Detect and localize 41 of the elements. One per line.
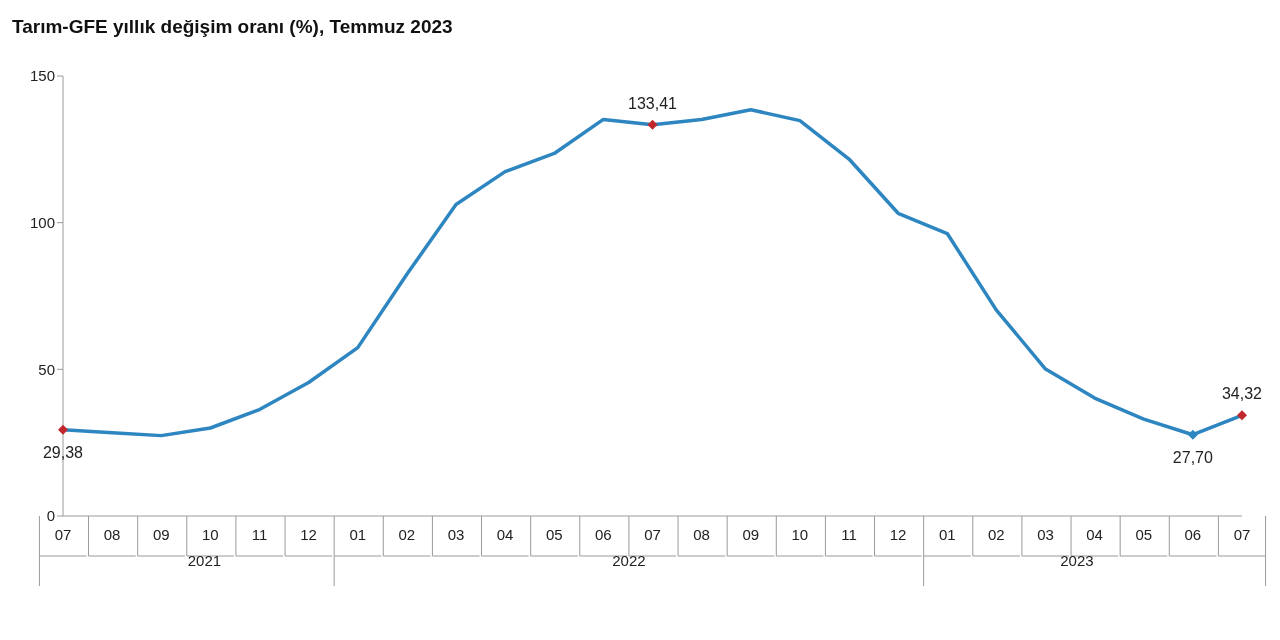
- text: 2023: [1059, 552, 1095, 569]
- x-tick-label: 03: [1037, 526, 1054, 543]
- data-label: 133,41: [628, 94, 678, 112]
- x-tick-label: 02: [988, 526, 1005, 543]
- x-tick-label: 10: [791, 526, 809, 543]
- x-tick-label: 06: [595, 526, 612, 543]
- x-tick-label: 05: [1135, 526, 1153, 543]
- x-tick-label: 04: [496, 526, 514, 543]
- x-tick-label: 12: [889, 526, 907, 543]
- y-tick-label: 0: [46, 507, 55, 525]
- point: [647, 119, 658, 130]
- y-tick-label: 50: [38, 360, 55, 378]
- x-tick-label: 06: [1184, 526, 1202, 543]
- data-label: 27,70: [1172, 448, 1213, 466]
- x-tick-label: 08: [693, 526, 710, 543]
- x-tick-label: 10: [202, 526, 219, 543]
- x-tick-label: 07: [644, 526, 661, 543]
- x-tick-label: 12: [300, 526, 317, 543]
- text: 2022: [611, 552, 647, 569]
- x-tick-label: 05: [545, 526, 563, 543]
- text: 2021: [186, 552, 223, 569]
- x-tick-label: 01: [938, 526, 956, 543]
- chart-title: Tarım-GFE yıllık değişim oranı (%), Temmuz 2023: [11, 15, 454, 39]
- x-tick-label: 07: [54, 526, 72, 543]
- y-tick-label: 100: [29, 213, 55, 231]
- data-label: 29,38: [42, 443, 84, 461]
- x-tick-label: 01: [349, 526, 367, 543]
- x-tick-label: 11: [251, 526, 268, 543]
- x-tick-label: 03: [447, 526, 465, 543]
- y-tick-label: 150: [29, 67, 55, 85]
- x-tick-label: 04: [1086, 526, 1103, 543]
- point: [1237, 410, 1247, 421]
- x-tick-label: 09: [742, 526, 760, 543]
- x-tick-label: 08: [103, 526, 121, 543]
- point: [58, 424, 68, 435]
- x-tick-label: 11: [841, 526, 857, 543]
- point: [1187, 429, 1198, 440]
- x-tick-label: 09: [152, 526, 170, 543]
- x-tick-label: 07: [1233, 526, 1251, 543]
- x-tick-label: 02: [398, 526, 416, 543]
- data-label: 34,32: [1221, 385, 1263, 403]
